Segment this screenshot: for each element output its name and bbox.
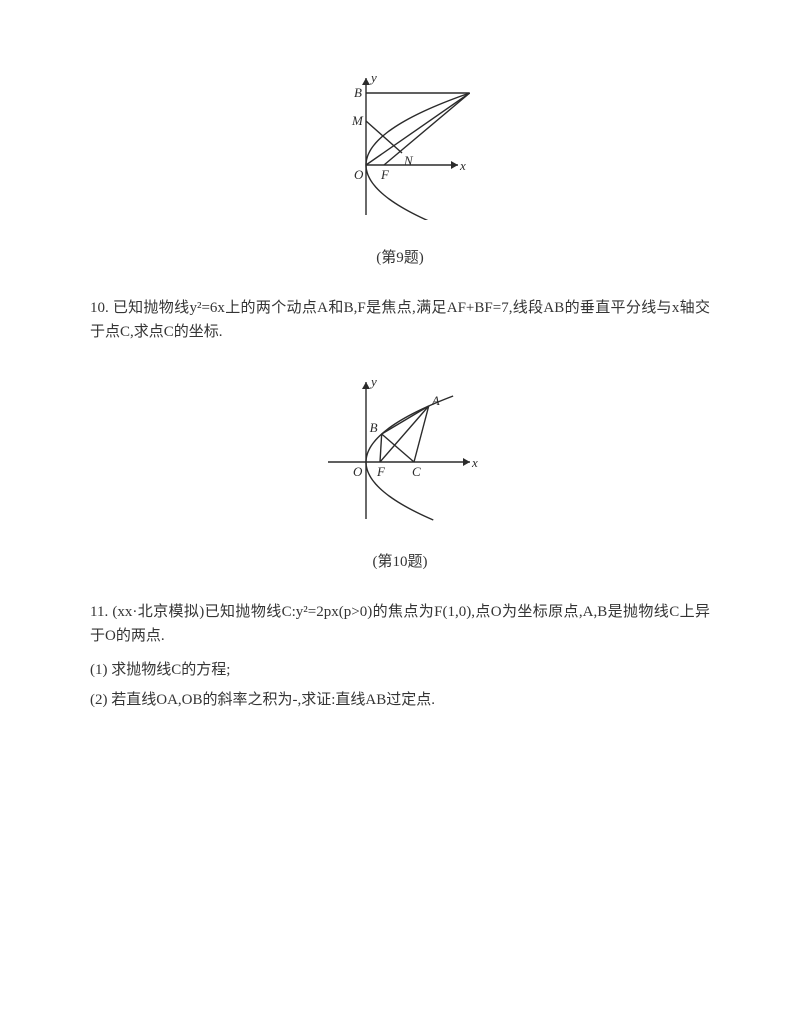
svg-text:F: F <box>376 464 386 479</box>
question-11-sub2: (2) 若直线OA,OB的斜率之积为-,求证:直线AB过定点. <box>90 688 710 712</box>
svg-text:N: N <box>403 153 414 168</box>
question-10-text: 10. 已知抛物线y²=6x上的两个动点A和B,F是焦点,满足AF+BF=7,线… <box>90 296 710 344</box>
figure-9-caption: (第9题) <box>90 246 710 270</box>
svg-text:x: x <box>471 455 478 470</box>
figure-10: y x A B OF C (第10题) <box>90 374 710 574</box>
svg-text:O: O <box>353 464 363 479</box>
svg-text:O: O <box>354 167 364 182</box>
question-11-sub1: (1) 求抛物线C的方程; <box>90 658 710 682</box>
svg-text:M: M <box>351 113 364 128</box>
figure-10-svg: y x A B OF C <box>320 374 480 524</box>
svg-text:F: F <box>380 167 390 182</box>
svg-text:A: A <box>431 393 440 408</box>
svg-text:B: B <box>354 85 362 100</box>
svg-text:y: y <box>369 70 377 85</box>
figure-9-svg: yxABMNOF <box>330 70 470 220</box>
figure-10-caption: (第10题) <box>90 550 710 574</box>
question-11-main: 11. (xx·北京模拟)已知抛物线C:y²=2px(p>0)的焦点为F(1,0… <box>90 600 710 648</box>
svg-text:x: x <box>459 158 466 173</box>
svg-text:B: B <box>370 420 378 435</box>
svg-text:C: C <box>412 464 421 479</box>
figure-9: yxABMNOF (第9题) <box>90 70 710 270</box>
svg-text:y: y <box>369 374 377 389</box>
